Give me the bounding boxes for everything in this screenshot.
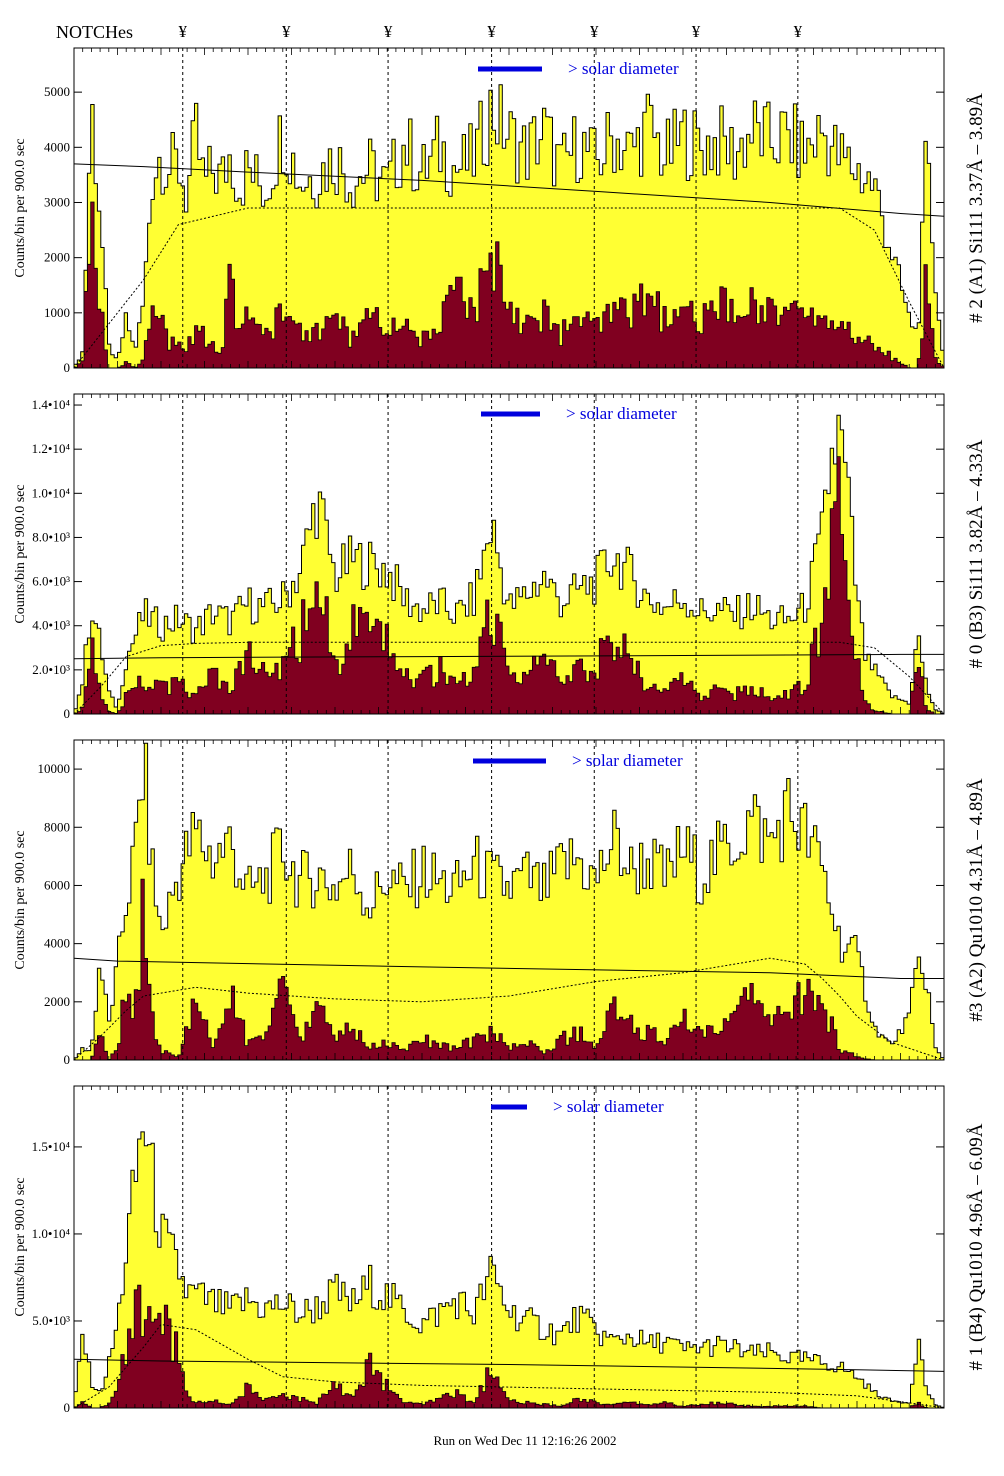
background-line xyxy=(73,653,944,660)
y-tick-label: 6.0•10³ xyxy=(32,574,70,589)
y-tick-label: 0 xyxy=(64,360,71,375)
y-tick-label: 5000 xyxy=(44,84,70,99)
background-line xyxy=(73,1358,945,1372)
y-tick-label: 4.0•10³ xyxy=(32,618,70,633)
chart-panel-2: 0 2000 4000 6000 8000 10000 Counts/bin per 900… xyxy=(13,739,987,1067)
y-tick-label: 1.2•10⁴ xyxy=(32,441,71,456)
detail-series xyxy=(74,878,944,1061)
chart-panel-0: 0 1000 2000 3000 4000 5000 Counts/bin per 900.… xyxy=(13,47,987,375)
legend-label: > solar diameter xyxy=(566,404,677,423)
y-tick-label: 2000 xyxy=(44,994,70,1009)
notch-mark-6: ¥ xyxy=(794,22,803,41)
notch-mark-5: ¥ xyxy=(692,22,701,41)
y-tick-label: 1.5•10⁴ xyxy=(32,1139,71,1154)
y-tick-label: 1.0•10⁴ xyxy=(32,1226,71,1241)
y-tick-label: 0 xyxy=(64,1052,71,1067)
detail-series xyxy=(73,456,944,715)
run-timestamp: Run on Wed Dec 11 12:16:26 2002 xyxy=(433,1433,616,1448)
background-line xyxy=(73,163,945,217)
y-tick-label: 1000 xyxy=(44,305,70,320)
y-tick-label: 10000 xyxy=(38,761,71,776)
y-tick-label: 6000 xyxy=(44,877,70,892)
y-tick-label: 0 xyxy=(64,706,71,721)
y-tick-label: 3000 xyxy=(44,194,70,209)
legend-label: > solar diameter xyxy=(568,59,679,78)
notch-mark-2: ¥ xyxy=(384,22,393,41)
total-series xyxy=(73,742,945,1061)
y-tick-label: 4000 xyxy=(44,936,70,951)
model-line xyxy=(73,641,945,715)
legend-label: > solar diameter xyxy=(553,1097,664,1116)
panel-title: # 2 (A1) Si111 3.37Å – 3.89Å xyxy=(966,93,987,323)
detail-series xyxy=(73,1284,944,1409)
notch-mark-1: ¥ xyxy=(282,22,291,41)
y-tick-label: 2.0•10³ xyxy=(32,662,70,677)
y-tick-label: 4000 xyxy=(44,139,70,154)
legend-label: > solar diameter xyxy=(572,751,683,770)
notch-mark-3: ¥ xyxy=(487,22,496,41)
panel-title: # 0 (B3) Si111 3.82Å – 4.33Å xyxy=(966,439,987,668)
chart-panel-3: 0 5.0•10³ 1.0•10⁴ 1.5•10⁴ Counts/bin per 900… xyxy=(13,1085,987,1415)
chart-panel-1: 0 2.0•10³ 4.0•10³ 6.0•10³ 8.0•10³ 1.0•10⁴ 1.2•… xyxy=(13,393,987,721)
y-axis-label: Counts/bin per 900.0 sec xyxy=(13,1177,28,1316)
y-tick-label: 1.0•10⁴ xyxy=(32,485,71,500)
total-series xyxy=(73,1131,945,1409)
y-tick-label: 1.4•10⁴ xyxy=(32,397,71,412)
y-tick-label: 5.0•10³ xyxy=(32,1313,70,1328)
model-line xyxy=(73,957,945,1061)
y-axis-label: Counts/bin per 900.0 sec xyxy=(13,830,28,969)
notch-mark-0: ¥ xyxy=(179,22,188,41)
panel-title: #3 (A2) Qu1010 4.31Å – 4.89Å xyxy=(966,778,987,1022)
y-axis-label: Counts/bin per 900.0 sec xyxy=(13,484,28,623)
background-line xyxy=(73,957,944,979)
detail-series xyxy=(73,201,945,369)
panel-title: # 1 (B4) Qu1010 4.96Å – 6.09Å xyxy=(966,1123,987,1370)
y-axis-label: Counts/bin per 900.0 sec xyxy=(13,138,28,277)
y-tick-label: 8.0•10³ xyxy=(32,529,70,544)
y-tick-label: 0 xyxy=(64,1400,71,1415)
model-line xyxy=(73,1323,945,1409)
y-tick-label: 8000 xyxy=(44,819,70,834)
y-tick-label: 2000 xyxy=(44,250,70,265)
notch-marks: ¥ ¥ ¥ ¥ ¥ ¥ ¥ xyxy=(179,22,803,41)
chart-panels: 0 1000 2000 3000 4000 5000 Counts/bin per 900.… xyxy=(13,47,987,1415)
notches-label: NOTCHes xyxy=(56,22,133,42)
notch-mark-4: ¥ xyxy=(590,22,599,41)
